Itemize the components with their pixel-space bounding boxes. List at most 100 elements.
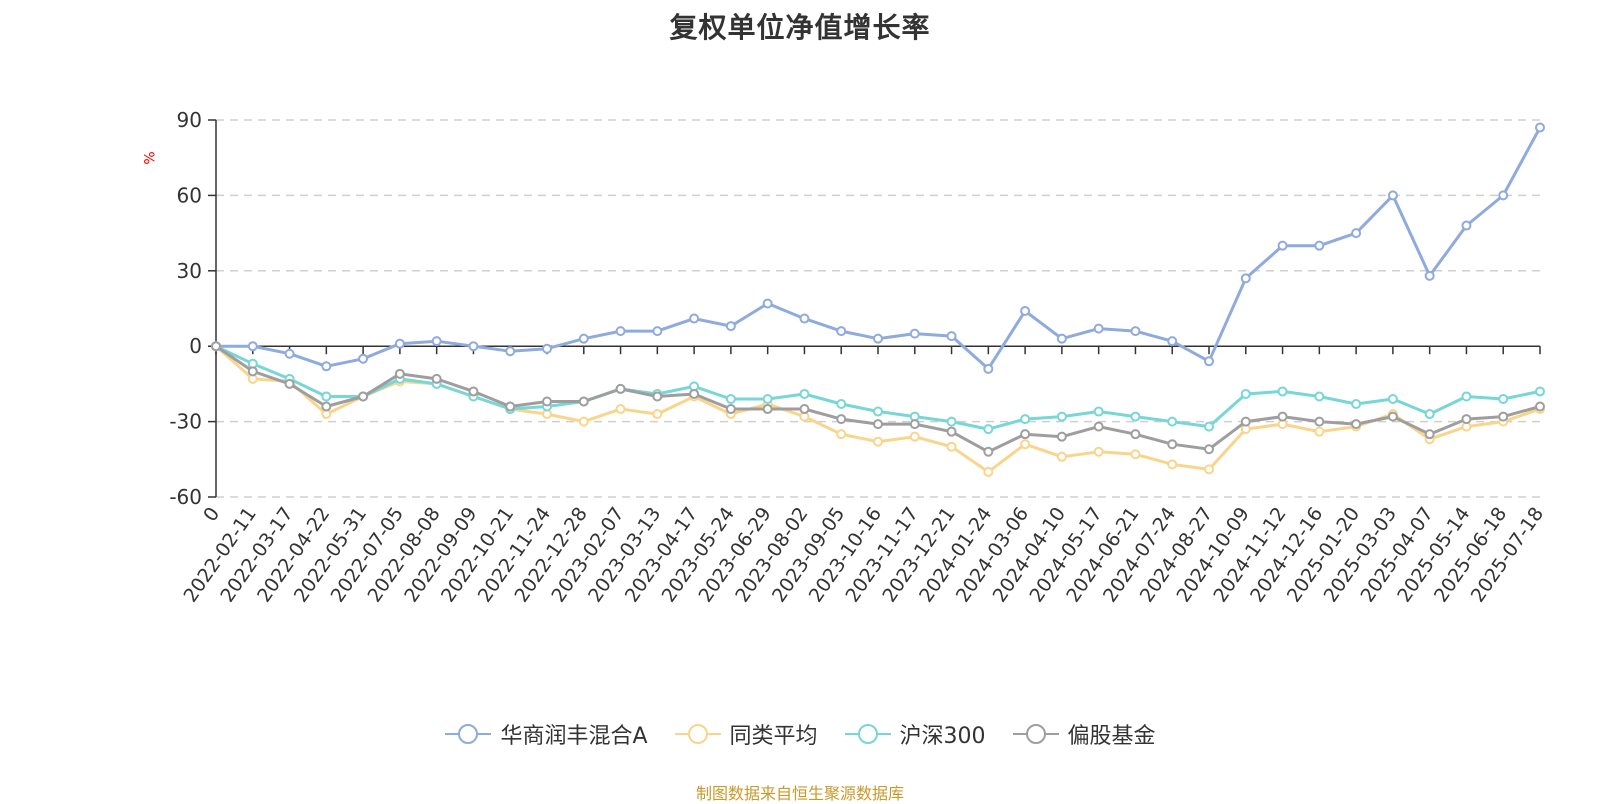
data-point-csi300	[1314, 391, 1325, 402]
data-point-csi300	[1056, 411, 1067, 422]
data-point-fund	[394, 338, 405, 349]
data-point-fund	[1314, 240, 1325, 251]
y-tick-label: -30	[169, 410, 202, 434]
data-point-equity-fund	[725, 404, 736, 415]
data-point-csi300	[1130, 411, 1141, 422]
data-point-fund	[1277, 240, 1288, 251]
data-point-fund	[284, 348, 295, 359]
legend-item-csi300[interactable]: 沪深300	[844, 718, 986, 750]
legend-label-fund: 华商润丰混合A	[500, 724, 648, 749]
data-point-csi300	[946, 416, 957, 427]
data-point-equity-fund	[1204, 444, 1214, 455]
data-point-equity-fund	[615, 383, 626, 394]
data-point-csi300	[1535, 386, 1545, 397]
data-point-csi300	[1424, 409, 1435, 420]
data-point-fund	[1351, 228, 1362, 239]
data-point-equity-fund	[762, 404, 773, 415]
data-point-equity-fund	[468, 386, 479, 397]
data-point-fund	[909, 328, 920, 339]
data-point-equity-fund	[1461, 414, 1472, 425]
data-point-csi300	[1167, 416, 1178, 427]
data-point-csi300	[321, 391, 332, 402]
data-point-equity-fund	[1020, 429, 1031, 440]
data-point-fund	[873, 333, 883, 344]
data-point-equity-fund	[946, 426, 957, 437]
data-point-peer-average	[1204, 464, 1214, 475]
data-point-equity-fund	[394, 368, 405, 379]
data-point-fund	[1020, 306, 1031, 317]
data-point-equity-fund	[1535, 401, 1545, 412]
data-point-equity-fund	[542, 396, 552, 407]
data-point-peer-average	[1093, 446, 1104, 457]
legend-line-circle-icon	[445, 724, 492, 744]
data-point-peer-average	[1020, 439, 1031, 450]
data-point-equity-fund	[431, 373, 442, 384]
data-point-equity-fund	[358, 391, 369, 402]
chart-title: 复权单位净值增长率	[669, 11, 931, 44]
data-point-fund	[578, 333, 589, 344]
data-point-equity-fund	[1167, 439, 1178, 450]
y-tick-label: 0	[189, 334, 202, 358]
data-point-csi300	[799, 388, 810, 399]
data-point-fund	[1093, 323, 1104, 334]
data-point-equity-fund	[689, 388, 700, 399]
data-point-fund	[1167, 336, 1178, 347]
series-line-csi300	[214, 344, 1542, 431]
legend-label-equity-fund: 偏股基金	[1067, 724, 1156, 749]
data-point-equity-fund	[505, 401, 516, 412]
data-point-equity-fund	[578, 396, 589, 407]
data-point-peer-average	[983, 466, 994, 477]
data-point-fund	[1424, 270, 1435, 281]
chart-area: -60-30030609002022-02-112022-03-172022-0…	[169, 108, 1548, 606]
data-point-csi300	[1240, 388, 1251, 399]
data-point-peer-average	[946, 441, 957, 452]
data-point-equity-fund	[247, 366, 258, 377]
data-point-csi300	[1498, 393, 1509, 404]
data-point-equity-fund	[1387, 411, 1398, 422]
data-point-equity-fund	[909, 419, 920, 430]
legend-label-csi300: 沪深300	[899, 724, 986, 749]
data-point-csi300	[1020, 414, 1031, 425]
data-point-fund	[946, 331, 957, 342]
data-point-equity-fund	[1277, 411, 1288, 422]
data-point-equity-fund	[1424, 429, 1435, 440]
legend-item-fund[interactable]: 华商润丰混合A	[444, 718, 648, 750]
data-point-equity-fund	[1093, 421, 1104, 432]
data-point-fund	[505, 346, 516, 357]
data-point-equity-fund	[1056, 431, 1067, 442]
chart-legend: 华商润丰混合A 同类平均 沪深300 偏股基金	[0, 718, 1600, 750]
data-point-equity-fund	[836, 414, 847, 425]
data-point-csi300	[1093, 406, 1104, 417]
data-point-fund	[799, 313, 810, 324]
data-point-fund	[689, 313, 700, 324]
legend-item-peer-average[interactable]: 同类平均	[674, 718, 818, 750]
data-point-peer-average	[652, 409, 663, 420]
legend-item-equity-fund[interactable]: 偏股基金	[1012, 718, 1156, 750]
data-point-fund	[321, 361, 332, 372]
data-point-fund	[468, 341, 479, 352]
data-point-csi300	[1387, 393, 1398, 404]
data-point-fund	[1204, 356, 1214, 367]
data-point-peer-average	[615, 404, 626, 415]
data-point-csi300	[1204, 421, 1214, 432]
data-point-equity-fund	[321, 401, 332, 412]
data-point-fund	[431, 336, 442, 347]
data-point-csi300	[725, 393, 736, 404]
data-point-equity-fund	[983, 446, 994, 457]
data-point-fund	[1130, 326, 1141, 337]
data-point-csi300	[836, 399, 847, 410]
data-point-csi300	[1461, 391, 1472, 402]
data-point-peer-average	[873, 436, 883, 447]
data-point-fund	[1056, 333, 1067, 344]
data-point-fund	[1387, 190, 1398, 201]
data-point-fund	[358, 353, 369, 364]
data-point-peer-average	[1314, 426, 1325, 437]
data-point-csi300	[1351, 399, 1362, 410]
data-point-equity-fund	[1314, 416, 1325, 427]
data-point-equity-fund	[1498, 411, 1509, 422]
data-source-note: 制图数据来自恒生聚源数据库	[695, 784, 904, 803]
data-point-peer-average	[1056, 451, 1067, 462]
data-point-csi300	[1277, 386, 1288, 397]
data-point-peer-average	[909, 431, 920, 442]
